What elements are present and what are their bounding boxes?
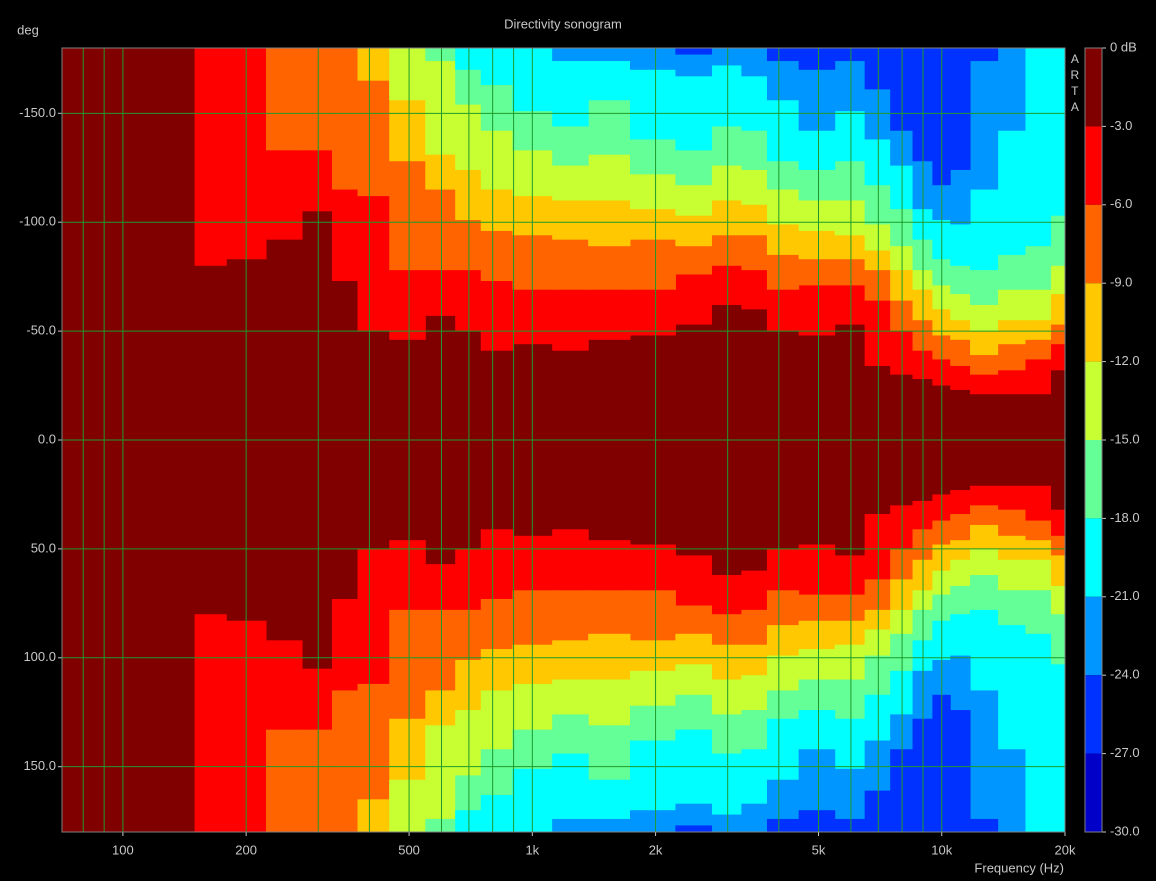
watermark: ARTA	[1068, 52, 1082, 116]
level-cell	[588, 818, 631, 832]
level-cell	[1024, 48, 1052, 247]
level-cell	[997, 749, 1026, 832]
level-cell	[425, 818, 456, 832]
level-cell	[675, 48, 712, 55]
colorbar-label: -18.0	[1110, 510, 1140, 525]
level-cell	[629, 48, 676, 70]
colorbar-band	[1085, 753, 1102, 832]
level-cell	[357, 799, 390, 832]
colorbar-label: -9.0	[1110, 275, 1132, 290]
colorbar-label: -15.0	[1110, 431, 1140, 446]
x-tick-label: 10k	[931, 842, 952, 857]
y-tick-label: -100.0	[19, 214, 56, 229]
level-cell	[389, 48, 426, 101]
level-cell	[480, 794, 513, 832]
level-cell	[194, 614, 227, 832]
level-cell	[741, 803, 768, 832]
colorbar-label: -3.0	[1110, 118, 1132, 133]
y-axis-label: deg	[17, 22, 39, 37]
level-cell	[864, 790, 891, 832]
y-tick-label: 150.0	[23, 758, 56, 773]
level-cell	[425, 48, 456, 155]
level-cell	[588, 48, 631, 62]
level-cell	[331, 48, 359, 190]
x-tick-label: 1k	[525, 842, 539, 857]
colorbar-label: -21.0	[1110, 588, 1140, 603]
level-cell	[864, 48, 891, 90]
x-tick-label: 100	[112, 842, 134, 857]
y-tick-label: 50.0	[31, 540, 56, 555]
colorbar-band	[1085, 518, 1102, 597]
colorbar-band	[1085, 48, 1102, 127]
level-cell	[711, 814, 742, 832]
level-cell	[970, 690, 999, 832]
level-cell	[741, 48, 768, 77]
x-axis-label: Frequency (Hz)	[974, 860, 1064, 875]
level-cell	[357, 48, 390, 81]
level-cell	[798, 48, 836, 70]
x-tick-label: 20k	[1055, 842, 1076, 857]
level-cell	[331, 690, 359, 832]
level-cell	[950, 710, 971, 832]
level-cell	[1050, 664, 1065, 832]
x-tick-label: 2k	[649, 842, 663, 857]
level-cell	[1024, 633, 1052, 832]
level-cell	[766, 818, 800, 832]
y-tick-label: 100.0	[23, 649, 56, 664]
colorbar-band	[1085, 361, 1102, 440]
level-cell	[970, 818, 999, 832]
level-cell	[455, 48, 482, 70]
level-cell	[480, 48, 513, 86]
colorbar-label: -30.0	[1110, 823, 1140, 838]
chart-title: Directivity sonogram	[504, 16, 622, 31]
colorbar-band	[1085, 596, 1102, 676]
level-cell	[970, 48, 999, 62]
level-cell	[265, 48, 303, 151]
x-tick-label: 5k	[812, 842, 826, 857]
level-cell	[997, 48, 1026, 131]
level-cell	[766, 48, 800, 62]
y-tick-label: -150.0	[19, 105, 56, 120]
level-cell	[834, 48, 866, 62]
overlay: -150.0 -100.0 -50.0 0.0 50.0 100.0 150.0 100 200…	[19, 39, 1140, 857]
colorbar-band	[1085, 283, 1102, 362]
level-cell	[629, 810, 676, 832]
level-cell	[711, 48, 742, 66]
level-cell	[970, 48, 999, 190]
colorbar-band	[1085, 675, 1102, 754]
level-cell	[1050, 48, 1065, 216]
colorbar-label: -6.0	[1110, 196, 1132, 211]
level-cell	[798, 810, 836, 832]
level-cell	[675, 825, 712, 832]
plot-frame	[61, 47, 1066, 833]
y-tick-label: 0.0	[38, 431, 56, 446]
y-tick-label: -50.0	[26, 323, 56, 338]
colorbar-label: 0 dB	[1110, 39, 1137, 54]
level-cell	[834, 818, 866, 832]
level-cell	[194, 48, 227, 266]
colorbar-label: -24.0	[1110, 667, 1140, 682]
level-cell	[552, 818, 589, 832]
level-cell	[455, 810, 482, 832]
colorbar-frame	[1084, 47, 1103, 833]
colorbar-band	[1085, 126, 1102, 205]
colorbar-band	[1085, 204, 1102, 284]
level-cell	[552, 48, 589, 62]
level-cell	[389, 779, 426, 832]
colorbar-band	[1085, 440, 1102, 519]
level-cell	[302, 729, 333, 832]
x-tick-label: 500	[398, 842, 420, 857]
level-cell	[265, 729, 303, 832]
colorbar-label: -27.0	[1110, 745, 1140, 760]
level-cell	[425, 48, 456, 62]
x-tick-label: 200	[235, 842, 257, 857]
level-cell	[425, 725, 456, 832]
colorbar-label: -12.0	[1110, 353, 1140, 368]
level-cell	[950, 48, 971, 170]
level-cell	[302, 48, 333, 151]
